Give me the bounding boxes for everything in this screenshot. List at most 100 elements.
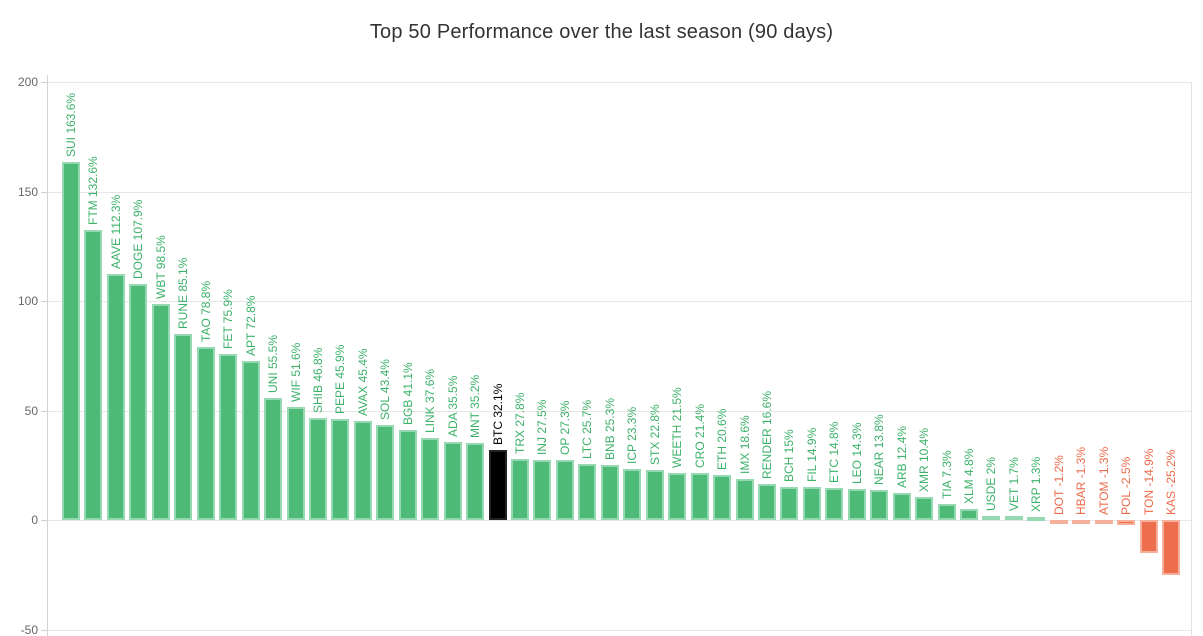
bar-kas[interactable]	[1162, 520, 1180, 575]
bar-bch[interactable]	[780, 487, 798, 520]
bar-sol[interactable]	[376, 425, 394, 520]
bar-render[interactable]	[758, 484, 776, 520]
bar-op[interactable]	[556, 460, 574, 520]
bar-shib[interactable]	[309, 418, 327, 520]
bar-label-bnb: BNB 25.3%	[603, 397, 617, 460]
bar-icp[interactable]	[623, 469, 641, 520]
bar-label-ftm: FTM 132.6%	[86, 156, 100, 225]
bar-bgb[interactable]	[399, 430, 417, 520]
bar-near[interactable]	[870, 490, 888, 520]
bar-bnb[interactable]	[601, 465, 619, 520]
bar-aave[interactable]	[107, 274, 125, 520]
y-axis-line	[47, 75, 48, 636]
bar-label-btc: BTC 32.1%	[491, 383, 505, 445]
bar-sui[interactable]	[62, 162, 80, 520]
bar-label-bch: BCH 15%	[782, 429, 796, 482]
bar-label-weeth: WEETH 21.5%	[670, 387, 684, 468]
y-axis-tick-label: 50	[24, 404, 38, 418]
bar-label-ada: ADA 35.5%	[446, 375, 460, 437]
bar-xlm[interactable]	[960, 509, 978, 520]
bar-label-op: OP 27.3%	[558, 400, 572, 455]
bar-label-shib: SHIB 46.8%	[311, 347, 325, 413]
bar-ada[interactable]	[444, 442, 462, 520]
bar-apt[interactable]	[242, 361, 260, 520]
bar-trx[interactable]	[511, 459, 529, 520]
bar-label-imx: IMX 18.6%	[738, 415, 752, 474]
bar-pepe[interactable]	[331, 419, 349, 520]
bar-ftm[interactable]	[84, 230, 102, 520]
bar-doge[interactable]	[129, 284, 147, 520]
bar-wif[interactable]	[287, 407, 305, 520]
bar-stx[interactable]	[646, 470, 664, 520]
bar-label-ltc: LTC 25.7%	[580, 399, 594, 459]
bar-wbt[interactable]	[152, 304, 170, 520]
bar-label-inj: INJ 27.5%	[535, 399, 549, 455]
bar-label-doge: DOGE 107.9%	[131, 199, 145, 279]
y-gridline	[47, 301, 1191, 302]
y-axis-tick	[41, 192, 47, 193]
y-axis-tick-label: 100	[17, 294, 38, 308]
bar-label-leo: LEO 14.3%	[850, 422, 864, 484]
y-gridline	[47, 82, 1191, 83]
bar-ltc[interactable]	[578, 464, 596, 520]
y-axis-tick-label: 150	[17, 185, 38, 199]
bar-label-fil: FIL 14.9%	[805, 427, 819, 482]
bar-label-fet: FET 75.9%	[221, 289, 235, 349]
bar-uni[interactable]	[264, 398, 282, 520]
bar-label-tao: TAO 78.8%	[199, 280, 213, 342]
bar-label-pol: POL -2.5%	[1119, 456, 1133, 515]
bar-vet[interactable]	[1005, 516, 1023, 520]
y-axis-tick-label: 0	[31, 513, 38, 527]
bar-label-wif: WIF 51.6%	[289, 342, 303, 402]
bar-dot[interactable]	[1050, 520, 1068, 524]
y-axis-tick-label: 200	[17, 75, 38, 89]
bar-etc[interactable]	[825, 488, 843, 520]
bar-ton[interactable]	[1140, 520, 1158, 553]
bar-rune[interactable]	[174, 334, 192, 520]
bar-weeth[interactable]	[668, 473, 686, 520]
bar-arb[interactable]	[893, 493, 911, 520]
bar-label-avax: AVAX 45.4%	[356, 348, 370, 416]
bar-label-cro: CRO 21.4%	[693, 403, 707, 468]
bar-pol[interactable]	[1117, 520, 1135, 525]
plot-right-border	[1191, 82, 1192, 636]
bar-label-sui: SUI 163.6%	[64, 92, 78, 157]
bar-xmr[interactable]	[915, 497, 933, 520]
bar-btc[interactable]	[489, 450, 507, 520]
bar-label-ton: TON -14.9%	[1142, 448, 1156, 515]
bar-label-vet: VET 1.7%	[1007, 457, 1021, 511]
bar-cro[interactable]	[691, 473, 709, 520]
bar-tia[interactable]	[938, 504, 956, 520]
bar-label-atom: ATOM -1.3%	[1097, 446, 1111, 515]
bar-xrp[interactable]	[1027, 517, 1045, 521]
bar-imx[interactable]	[736, 479, 754, 520]
bar-hbar[interactable]	[1072, 520, 1090, 524]
bar-inj[interactable]	[533, 460, 551, 520]
bar-tao[interactable]	[197, 347, 215, 520]
bar-fet[interactable]	[219, 354, 237, 520]
y-gridline	[47, 411, 1191, 412]
y-axis-tick	[41, 82, 47, 83]
bar-avax[interactable]	[354, 421, 372, 520]
y-gridline	[47, 520, 1191, 521]
bar-eth[interactable]	[713, 475, 731, 520]
bar-label-icp: ICP 23.3%	[625, 406, 639, 464]
y-axis-tick	[41, 411, 47, 412]
bar-label-etc: ETC 14.8%	[827, 421, 841, 483]
y-gridline	[47, 630, 1191, 631]
y-axis-tick	[41, 520, 47, 521]
bar-atom[interactable]	[1095, 520, 1113, 524]
bar-fil[interactable]	[803, 487, 821, 520]
bar-leo[interactable]	[848, 489, 866, 520]
bar-label-dot: DOT -1.2%	[1052, 455, 1066, 515]
y-axis-tick	[41, 630, 47, 631]
bar-label-xlm: XLM 4.8%	[962, 448, 976, 504]
bar-mnt[interactable]	[466, 443, 484, 520]
bar-label-wbt: WBT 98.5%	[154, 235, 168, 299]
bar-label-arb: ARB 12.4%	[895, 425, 909, 488]
bar-label-aave: AAVE 112.3%	[109, 194, 123, 269]
bar-link[interactable]	[421, 438, 439, 520]
chart-title: Top 50 Performance over the last season …	[369, 21, 834, 43]
bar-usde[interactable]	[982, 516, 1000, 520]
